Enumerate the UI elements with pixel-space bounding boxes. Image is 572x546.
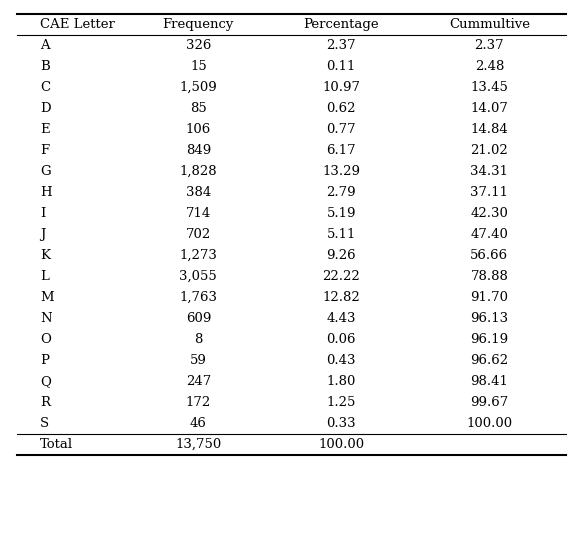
Text: 96.19: 96.19: [470, 333, 509, 346]
Text: 1,763: 1,763: [180, 291, 217, 304]
Text: 0.11: 0.11: [327, 60, 356, 73]
Text: 0.43: 0.43: [327, 354, 356, 367]
Text: 0.62: 0.62: [327, 102, 356, 115]
Text: 47.40: 47.40: [470, 228, 509, 241]
Text: 15: 15: [190, 60, 206, 73]
Text: I: I: [40, 207, 45, 220]
Text: 106: 106: [186, 123, 211, 136]
Text: 3,055: 3,055: [180, 270, 217, 283]
Text: 22.22: 22.22: [322, 270, 360, 283]
Text: 98.41: 98.41: [470, 375, 509, 388]
Text: 100.00: 100.00: [318, 438, 364, 451]
Text: E: E: [40, 123, 50, 136]
Text: 13,750: 13,750: [175, 438, 221, 451]
Text: 2.37: 2.37: [327, 39, 356, 52]
Text: 8: 8: [194, 333, 202, 346]
Text: O: O: [40, 333, 51, 346]
Text: 6.17: 6.17: [327, 144, 356, 157]
Text: 1,509: 1,509: [180, 81, 217, 94]
Text: J: J: [40, 228, 45, 241]
Text: 46: 46: [190, 417, 207, 430]
Text: N: N: [40, 312, 51, 325]
Text: 99.67: 99.67: [470, 396, 509, 409]
Text: 100.00: 100.00: [466, 417, 513, 430]
Text: 0.06: 0.06: [327, 333, 356, 346]
Text: B: B: [40, 60, 50, 73]
Text: 2.37: 2.37: [475, 39, 504, 52]
Text: F: F: [40, 144, 49, 157]
Text: K: K: [40, 249, 50, 262]
Text: R: R: [40, 396, 50, 409]
Text: 10.97: 10.97: [322, 81, 360, 94]
Text: 1,828: 1,828: [180, 165, 217, 178]
Text: 4.43: 4.43: [327, 312, 356, 325]
Text: 5.19: 5.19: [327, 207, 356, 220]
Text: 702: 702: [186, 228, 211, 241]
Text: Frequency: Frequency: [162, 17, 234, 31]
Text: 37.11: 37.11: [470, 186, 509, 199]
Text: 5.11: 5.11: [327, 228, 356, 241]
Text: 714: 714: [186, 207, 211, 220]
Text: D: D: [40, 102, 51, 115]
Text: 85: 85: [190, 102, 206, 115]
Text: Cummultive: Cummultive: [449, 17, 530, 31]
Text: 2.48: 2.48: [475, 60, 504, 73]
Text: Q: Q: [40, 375, 51, 388]
Text: Percentage: Percentage: [303, 17, 379, 31]
Text: L: L: [40, 270, 49, 283]
Text: S: S: [40, 417, 49, 430]
Text: 1,273: 1,273: [180, 249, 217, 262]
Text: 384: 384: [186, 186, 211, 199]
Text: A: A: [40, 39, 50, 52]
Text: P: P: [40, 354, 49, 367]
Text: 12.82: 12.82: [322, 291, 360, 304]
Text: Total: Total: [40, 438, 73, 451]
Text: 1.80: 1.80: [327, 375, 356, 388]
Text: 2.79: 2.79: [327, 186, 356, 199]
Text: 0.33: 0.33: [327, 417, 356, 430]
Text: 172: 172: [186, 396, 211, 409]
Text: 849: 849: [186, 144, 211, 157]
Text: 56.66: 56.66: [470, 249, 509, 262]
Text: 609: 609: [186, 312, 211, 325]
Text: H: H: [40, 186, 51, 199]
Text: 326: 326: [186, 39, 211, 52]
Text: 78.88: 78.88: [470, 270, 509, 283]
Text: CAE Letter: CAE Letter: [40, 17, 115, 31]
Text: 0.77: 0.77: [327, 123, 356, 136]
Text: 14.07: 14.07: [470, 102, 509, 115]
Text: 247: 247: [186, 375, 211, 388]
Text: 42.30: 42.30: [470, 207, 509, 220]
Text: 14.84: 14.84: [471, 123, 509, 136]
Text: G: G: [40, 165, 51, 178]
Text: 13.45: 13.45: [470, 81, 509, 94]
Text: 13.29: 13.29: [322, 165, 360, 178]
Text: 34.31: 34.31: [470, 165, 509, 178]
Text: C: C: [40, 81, 50, 94]
Text: 9.26: 9.26: [327, 249, 356, 262]
Text: M: M: [40, 291, 54, 304]
Text: 96.62: 96.62: [470, 354, 509, 367]
Text: 1.25: 1.25: [327, 396, 356, 409]
Text: 59: 59: [190, 354, 207, 367]
Text: 21.02: 21.02: [471, 144, 509, 157]
Text: 96.13: 96.13: [470, 312, 509, 325]
Text: 91.70: 91.70: [470, 291, 509, 304]
